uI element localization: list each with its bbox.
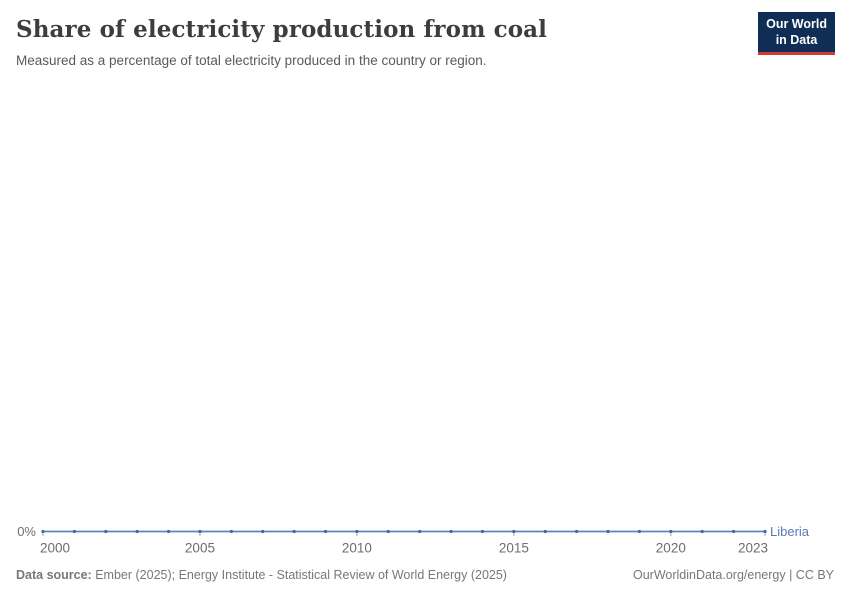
data-point-marker — [512, 529, 516, 534]
y-axis-tick-label: 0% — [17, 524, 36, 539]
data-source-label: Data source: — [16, 568, 92, 582]
x-axis-tick-label: 2000 — [40, 541, 70, 556]
data-point-marker — [386, 529, 390, 534]
series-label-liberia[interactable]: Liberia — [770, 524, 810, 539]
owid-logo: Our World in Data — [758, 12, 835, 56]
data-point-marker — [575, 529, 579, 534]
x-axis-tick-label: 2015 — [499, 541, 529, 556]
data-point-marker — [229, 529, 233, 534]
page-title: Share of electricity production from coa… — [16, 16, 548, 43]
data-point-marker — [763, 529, 767, 534]
data-point-marker — [135, 529, 139, 534]
data-source-text: Data source: Ember (2025); Energy Instit… — [16, 568, 507, 582]
owid-logo-line2: in Data — [775, 32, 818, 47]
data-point-marker — [166, 529, 171, 534]
x-axis-tick-label: 2023 — [738, 541, 768, 556]
data-point-marker — [72, 529, 76, 534]
data-point-marker — [261, 529, 265, 534]
data-point-marker — [323, 529, 328, 534]
data-point-marker — [606, 529, 610, 534]
x-axis-tick-label: 2005 — [185, 541, 215, 556]
data-point-marker — [355, 529, 359, 534]
data-point-marker — [700, 529, 704, 534]
data-point-marker — [669, 529, 673, 534]
data-point-marker — [732, 529, 736, 534]
chart-footer: Data source: Ember (2025); Energy Instit… — [16, 568, 834, 582]
data-source-value: Ember (2025); Energy Institute - Statist… — [91, 568, 507, 582]
owid-logo-line1: Our World — [766, 17, 827, 31]
x-axis-tick-label: 2010 — [342, 541, 372, 556]
data-point-marker — [41, 529, 45, 534]
data-point-marker — [637, 529, 642, 534]
page-subtitle: Measured as a percentage of total electr… — [16, 53, 487, 68]
data-point-marker — [104, 529, 108, 534]
data-point-marker — [480, 529, 485, 534]
data-point-marker — [543, 529, 547, 534]
citation-text: OurWorldinData.org/energy | CC BY — [632, 568, 834, 582]
x-axis-tick-label: 2020 — [656, 541, 686, 556]
data-point-marker — [449, 529, 453, 534]
data-point-marker — [418, 529, 422, 534]
data-point-marker — [292, 529, 296, 534]
data-point-marker — [198, 529, 202, 534]
